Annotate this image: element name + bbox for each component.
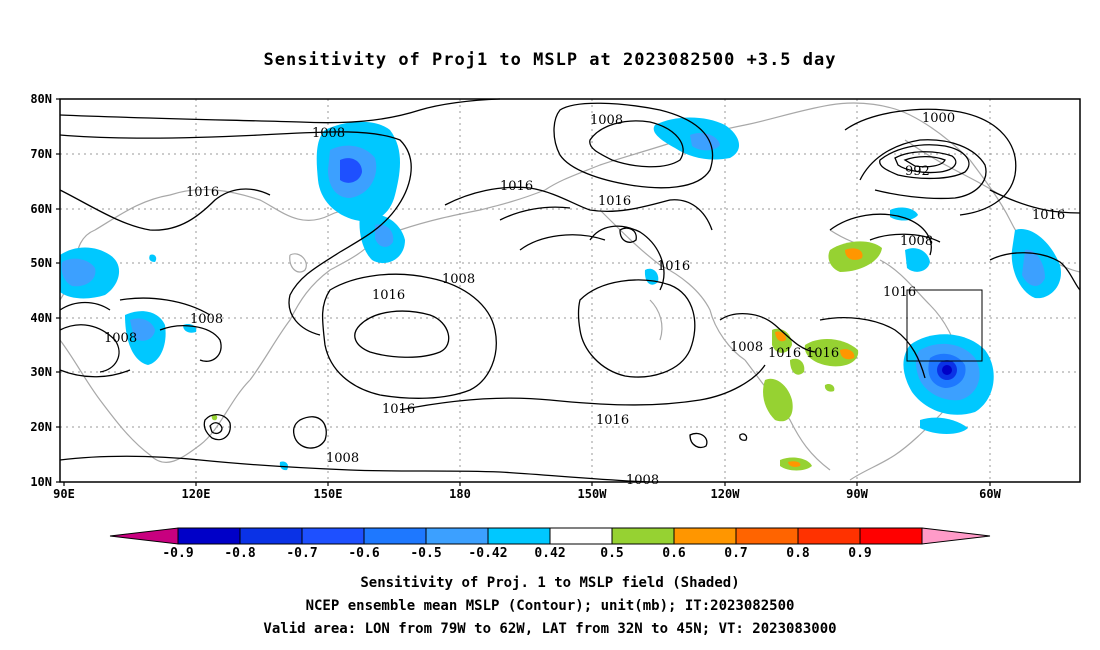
contour-label: 1000 [922, 111, 955, 126]
contour-label: 1016 [657, 259, 690, 274]
lat-label: 20N [30, 420, 52, 434]
contour-label: 1016 [768, 346, 801, 361]
colorbar-segment [549, 527, 613, 545]
shading-negative [60, 117, 1061, 471]
contour-label: 1008 [626, 473, 659, 488]
colorbar-low-triangle [109, 527, 179, 545]
colorbar-tick-label: -0.42 [468, 546, 508, 561]
colorbar-tick-label: 0.7 [724, 546, 748, 561]
contour-label: 1016 [1032, 208, 1065, 223]
contour-label: 1016 [186, 185, 219, 200]
caption-line-1: Sensitivity of Proj. 1 to MSLP field (Sh… [360, 575, 740, 591]
axis-ticks [56, 98, 991, 486]
colorbar-tick-label: -0.7 [286, 546, 318, 561]
contour-label: 1016 [382, 402, 415, 417]
caption-line-3: Valid area: LON from 79W to 62W, LAT fro… [263, 621, 837, 637]
colorbar-segment [611, 527, 675, 545]
colorbar-tick-label: -0.8 [224, 546, 256, 561]
contour-label: 1016 [596, 413, 629, 428]
contour-label: 1008 [312, 126, 345, 141]
mslp-contours [59, 98, 1081, 483]
lat-label: 50N [30, 256, 52, 270]
colorbar-tick-label: 0.42 [534, 546, 566, 561]
colorbar-tick-label: 0.5 [600, 546, 624, 561]
contour-label: 1008 [590, 113, 623, 128]
lon-label: 180 [449, 487, 471, 501]
contour-label: 1008 [730, 340, 763, 355]
contour-label: 992 [905, 164, 930, 179]
colorbar [109, 527, 991, 545]
colorbar-tick-label: -0.6 [348, 546, 380, 561]
lon-label: 150E [313, 487, 343, 501]
contour-label: 1008 [104, 331, 137, 346]
contour-label: 1016 [806, 346, 839, 361]
contour-label: 1008 [900, 234, 933, 249]
colorbar-tick-label: 0.6 [662, 546, 686, 561]
map-border [59, 98, 1081, 483]
colorbar-segment [177, 527, 241, 545]
contour-label: 1016 [500, 179, 533, 194]
lon-label: 120W [710, 487, 740, 501]
contour-labels: 1008 1008 1000 992 1016 1016 1016 1016 1… [104, 111, 1065, 488]
colorbar-segment [425, 527, 489, 545]
colorbar-segment [363, 527, 427, 545]
colorbar-high-triangle [921, 527, 991, 545]
lat-label: 10N [30, 475, 52, 489]
colorbar-tick-label: -0.9 [162, 546, 194, 561]
shading-positive [211, 241, 882, 471]
colorbar-tick-label: 0.9 [848, 546, 872, 561]
valid-area-box [906, 289, 983, 362]
colorbar-tick-label: 0.8 [786, 546, 810, 561]
caption-line-2: NCEP ensemble mean MSLP (Contour); unit(… [305, 598, 795, 614]
lat-label: 60N [30, 202, 52, 216]
contour-label: 1008 [190, 312, 223, 327]
contour-label: 1016 [598, 194, 631, 209]
colorbar-tick-label: -0.5 [410, 546, 442, 561]
colorbar-segment [859, 527, 923, 545]
contour-label: 1016 [372, 288, 405, 303]
lat-label: 30N [30, 365, 52, 379]
colorbar-segment [301, 527, 365, 545]
lon-label: 90W [846, 487, 868, 501]
lon-label: 90E [53, 487, 75, 501]
lon-label: 120E [181, 487, 211, 501]
lat-label: 40N [30, 311, 52, 325]
lat-label: 80N [30, 92, 52, 106]
contour-label: 1016 [883, 285, 916, 300]
colorbar-segment [239, 527, 303, 545]
contour-label: 1008 [326, 451, 359, 466]
colorbar-segment [487, 527, 551, 545]
colorbar-segment [797, 527, 861, 545]
colorbar-segment [673, 527, 737, 545]
contour-label: 1008 [442, 272, 475, 287]
lon-label: 60W [979, 487, 1001, 501]
chart-title: Sensitivity of Proj1 to MSLP at 20230825… [263, 50, 837, 70]
lat-label: 70N [30, 147, 52, 161]
colorbar-segment [735, 527, 799, 545]
lon-label: 150W [577, 487, 607, 501]
